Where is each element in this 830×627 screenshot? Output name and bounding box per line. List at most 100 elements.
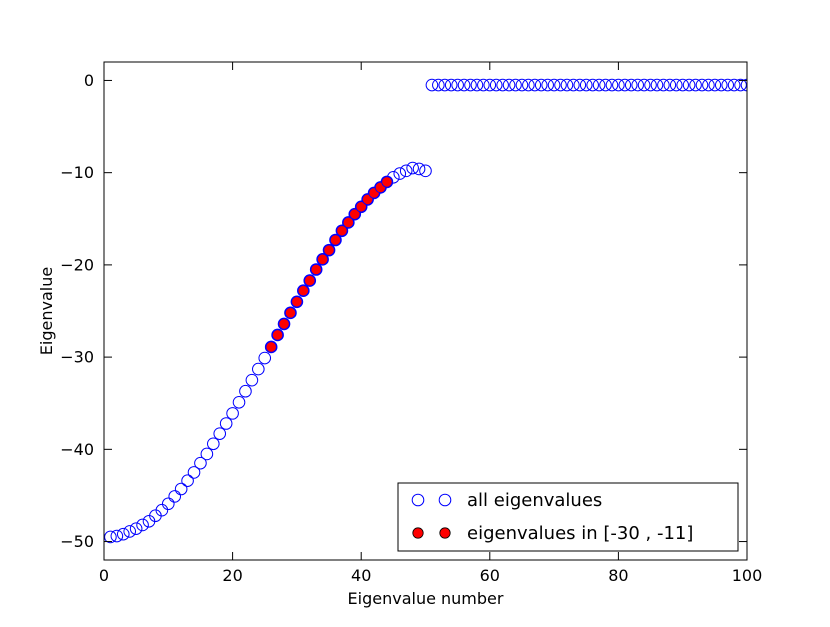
data-marks xyxy=(104,78,747,544)
point-all-eigenvalue xyxy=(123,525,137,538)
legend-label-eigenvalues-range: eigenvalues in [-30 , -11] xyxy=(467,523,693,544)
y-tick-label: −30 xyxy=(60,348,94,367)
point-all-eigenvalue xyxy=(470,78,484,92)
point-all-eigenvalue xyxy=(432,78,445,92)
point-all-eigenvalue xyxy=(612,78,625,92)
point-eigenvalue-in-range xyxy=(329,234,342,246)
point-all-eigenvalue xyxy=(316,253,329,266)
point-all-eigenvalue xyxy=(644,78,657,92)
point-eigenvalue-in-range xyxy=(265,341,277,353)
point-all-eigenvalue xyxy=(560,78,574,92)
point-all-eigenvalue xyxy=(721,78,735,92)
point-all-eigenvalue xyxy=(129,522,143,535)
y-axis-label: Eigenvalue xyxy=(37,267,56,355)
y-tick-label: −40 xyxy=(60,440,94,459)
point-all-eigenvalue xyxy=(605,78,619,92)
point-all-eigenvalue xyxy=(252,362,265,376)
legend-range-marker-1 xyxy=(412,527,424,539)
point-all-eigenvalue xyxy=(734,78,747,92)
x-tick-label: 20 xyxy=(222,566,242,585)
point-all-eigenvalue xyxy=(271,328,284,342)
point-all-eigenvalue xyxy=(682,78,696,92)
point-all-eigenvalue xyxy=(412,162,426,176)
point-all-eigenvalue xyxy=(515,78,529,92)
point-all-eigenvalue xyxy=(110,529,124,543)
point-all-eigenvalue xyxy=(631,78,644,92)
legend-label-all-eigenvalues: all eigenvalues xyxy=(467,490,602,511)
point-all-eigenvalue xyxy=(509,78,522,92)
point-all-eigenvalue xyxy=(547,78,561,92)
axis-ticks: 0 20 40 60 80 100 0 −10 −20 −30 −40 −50 xyxy=(60,62,762,585)
point-all-eigenvalue xyxy=(689,78,702,92)
legend-all-marker-1 xyxy=(411,493,425,507)
point-all-eigenvalue xyxy=(258,351,272,365)
point-all-eigenvalue xyxy=(406,161,419,175)
point-all-eigenvalue xyxy=(168,490,182,503)
x-tick-label: 0 xyxy=(99,566,109,585)
point-all-eigenvalue xyxy=(309,263,323,276)
point-all-eigenvalue xyxy=(727,78,741,92)
point-all-eigenvalue xyxy=(264,340,278,354)
point-all-eigenvalue xyxy=(361,193,374,206)
point-all-eigenvalue xyxy=(676,78,690,92)
x-tick-label: 40 xyxy=(351,566,371,585)
point-all-eigenvalue xyxy=(194,456,207,470)
point-all-eigenvalue xyxy=(586,78,599,92)
point-eigenvalue-in-range xyxy=(336,225,348,237)
point-all-eigenvalue xyxy=(567,78,580,92)
point-all-eigenvalue xyxy=(219,417,233,430)
legend-box xyxy=(397,482,739,552)
point-all-eigenvalue xyxy=(528,78,542,92)
point-eigenvalue-in-range xyxy=(272,329,284,341)
x-tick-label: 60 xyxy=(480,566,500,585)
point-all-eigenvalue xyxy=(702,78,715,92)
point-all-eigenvalue xyxy=(136,518,149,532)
point-all-eigenvalue xyxy=(457,78,471,92)
legend: all eigenvalues eigenvalues in [-30 , -1… xyxy=(397,482,739,552)
legend-all-marker-2 xyxy=(438,493,452,507)
legend-range-marker-2 xyxy=(439,527,451,539)
point-all-eigenvalue xyxy=(155,503,169,517)
y-tick-label: 0 xyxy=(84,71,94,90)
point-all-eigenvalue xyxy=(335,224,349,238)
point-all-eigenvalue xyxy=(657,78,670,92)
y-tick-label: −20 xyxy=(60,255,94,274)
point-all-eigenvalue xyxy=(329,233,342,247)
point-all-eigenvalue xyxy=(322,243,336,257)
point-all-eigenvalue xyxy=(650,78,664,92)
point-all-eigenvalue xyxy=(496,78,509,92)
point-all-eigenvalue xyxy=(438,78,452,92)
point-all-eigenvalue xyxy=(714,78,728,92)
plot-frame xyxy=(103,61,748,561)
point-all-eigenvalue xyxy=(226,407,239,420)
point-eigenvalue-in-range xyxy=(317,253,329,265)
point-all-eigenvalue xyxy=(669,78,683,92)
point-all-eigenvalue xyxy=(104,530,117,544)
point-all-eigenvalue xyxy=(277,317,291,331)
point-all-eigenvalue xyxy=(618,78,632,92)
x-tick-label: 100 xyxy=(732,566,763,585)
point-all-eigenvalue xyxy=(522,78,535,92)
point-eigenvalue-in-range xyxy=(323,244,335,256)
point-eigenvalue-in-range xyxy=(291,296,303,308)
point-all-eigenvalue xyxy=(695,78,709,92)
point-all-eigenvalue xyxy=(348,207,362,221)
point-all-eigenvalue xyxy=(573,78,587,92)
point-all-eigenvalue xyxy=(534,78,548,92)
point-eigenvalue-in-range xyxy=(381,176,393,188)
point-eigenvalue-in-range xyxy=(304,274,316,287)
point-all-eigenvalue xyxy=(451,78,464,92)
point-all-eigenvalue xyxy=(342,216,355,229)
point-all-eigenvalue xyxy=(624,78,638,92)
point-all-eigenvalue xyxy=(708,78,722,92)
point-all-eigenvalue xyxy=(425,78,439,92)
point-all-eigenvalue xyxy=(464,78,477,92)
point-all-eigenvalue xyxy=(181,474,194,487)
point-all-eigenvalue xyxy=(554,78,567,92)
point-all-eigenvalue xyxy=(592,78,606,92)
point-all-eigenvalue xyxy=(399,164,413,178)
point-all-eigenvalue xyxy=(116,527,130,541)
point-all-eigenvalue xyxy=(740,78,747,92)
